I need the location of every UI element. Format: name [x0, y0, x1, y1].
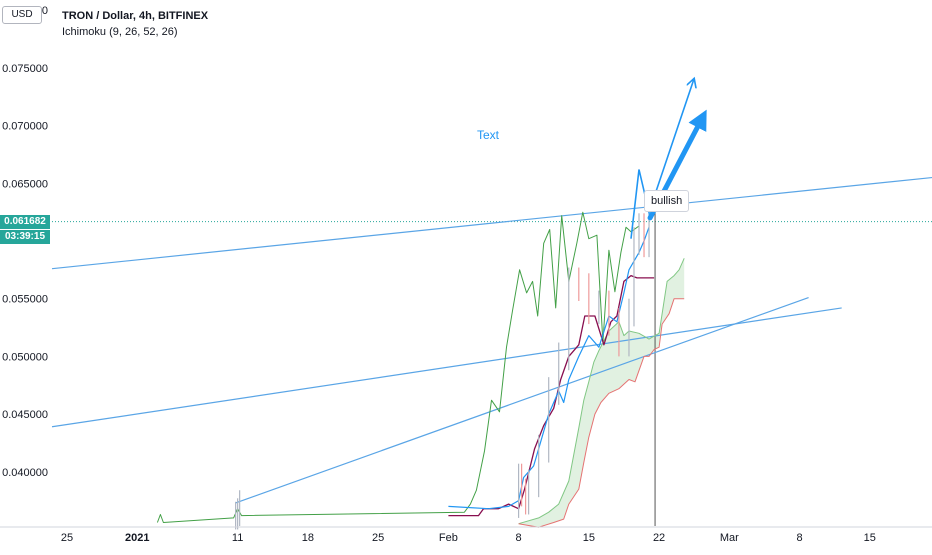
- symbol-title: TRON / Dollar, 4h, BITFINEX: [62, 10, 209, 22]
- x-tick-label: 15: [864, 532, 876, 544]
- y-tick-label: 0.055000: [2, 294, 48, 306]
- x-tick-label: Mar: [720, 532, 739, 544]
- base-line: [448, 274, 655, 517]
- x-tick-label: 15: [583, 532, 595, 544]
- x-tick-label: 11: [232, 532, 243, 544]
- x-tick-label: 25: [372, 532, 384, 544]
- x-tick-label: 8: [796, 532, 802, 544]
- last-price-tag: 0.061682: [0, 214, 50, 229]
- trendline-middle: [51, 307, 842, 428]
- trendline-lower: [235, 296, 809, 504]
- lagging-span: [156, 211, 640, 523]
- y-tick-label: 0.075000: [2, 63, 48, 75]
- x-tick-label: 18: [302, 532, 314, 544]
- bullish-callout[interactable]: bullish: [644, 190, 690, 212]
- leading-span-b: [518, 298, 685, 528]
- x-tick-label: Feb: [439, 532, 458, 544]
- trendline-upper: [51, 176, 932, 270]
- x-tick-label: 25: [61, 532, 73, 544]
- y-tick-label: 0.050000: [2, 351, 48, 363]
- bar-countdown-tag: 03:39:15: [0, 229, 50, 244]
- conversion-line: [448, 226, 650, 510]
- chart-legend: TRON / Dollar, 4h, BITFINEX Ichimoku (9,…: [62, 8, 208, 40]
- projection-arrow: [630, 78, 694, 239]
- x-tick-label: 2021: [125, 532, 149, 544]
- y-tick-label: 0.045000: [2, 409, 48, 421]
- y-tick-label: 0.040000: [2, 467, 48, 479]
- y-tick-label: 0.070000: [2, 121, 48, 133]
- indicator-label: Ichimoku (9, 26, 52, 26): [62, 26, 178, 38]
- currency-button[interactable]: USD: [2, 6, 42, 24]
- x-tick-label: 22: [653, 532, 665, 544]
- ichimoku-cloud: [518, 258, 685, 527]
- text-annotation[interactable]: Text: [477, 128, 500, 142]
- x-tick-label: 8: [516, 532, 522, 544]
- y-tick-label: 0.065000: [2, 178, 48, 190]
